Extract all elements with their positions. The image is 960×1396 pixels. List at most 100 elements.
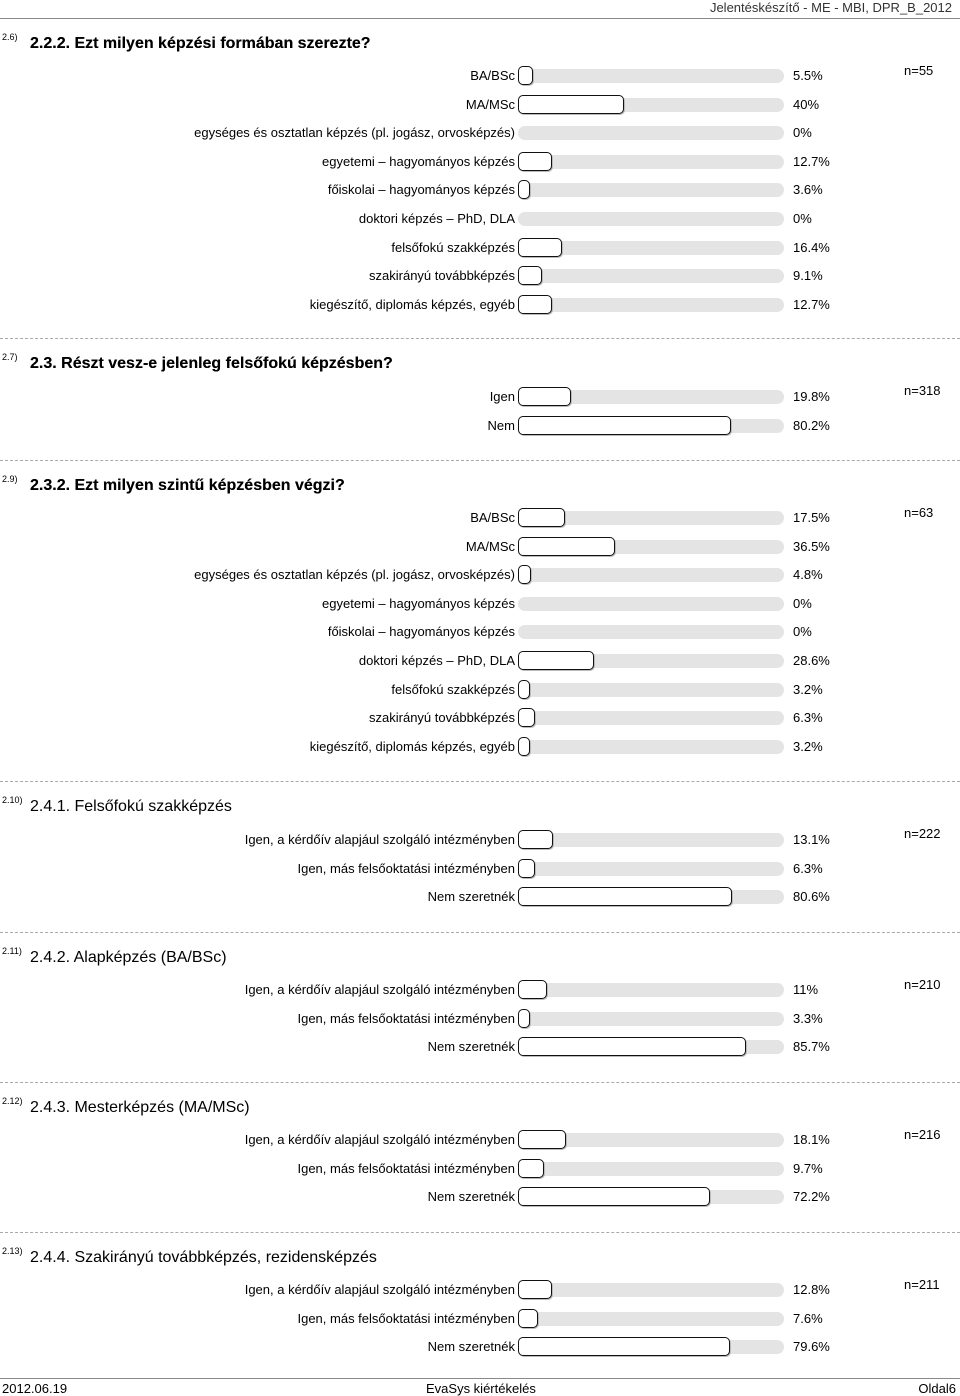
bar-track (518, 126, 784, 141)
category-label: egységes és osztatlan képzés (pl. jogász… (194, 567, 515, 583)
value-label: 72.2% (793, 1189, 830, 1205)
category-label: főiskolai – hagyományos képzés (327, 182, 515, 198)
value-label: 0% (793, 624, 812, 640)
bar-track (518, 568, 784, 583)
category-label: Nem szeretnék (427, 1039, 515, 1055)
category-label: kiegészítő, diplomás képzés, egyéb (309, 296, 515, 312)
section-separator (0, 460, 960, 461)
value-label: 12.7% (793, 153, 830, 169)
section-separator (0, 1082, 960, 1083)
bar-track (518, 861, 784, 876)
category-label: főiskolai – hagyományos képzés (327, 624, 515, 640)
value-label: 7.6% (793, 1310, 823, 1326)
section-separator (0, 781, 960, 782)
value-label: 3.2% (793, 681, 823, 697)
sample-size: n=211 (904, 1277, 940, 1292)
bar (518, 1008, 530, 1028)
value-label: 0% (793, 595, 812, 611)
category-label: egységes és osztatlan képzés (pl. jogász… (194, 125, 515, 141)
bar (518, 980, 548, 999)
bar (518, 1037, 746, 1057)
bar-track (518, 390, 784, 404)
category-label: Igen (489, 389, 515, 404)
category-label: szakirányú továbbképzés (369, 710, 515, 726)
bar (518, 180, 530, 200)
bar-track (518, 511, 784, 525)
value-label: 0% (793, 211, 812, 226)
category-label: MA/MSc (465, 96, 515, 112)
category-label: Igen, más felsőoktatási intézményben (297, 1160, 515, 1176)
question-number: 2.13) (2, 1246, 23, 1256)
sample-size: n=63 (904, 505, 934, 520)
value-label: 36.5% (793, 538, 830, 554)
question-title: 2.4.4. Szakirányú továbbképzés, rezidens… (30, 1249, 377, 1266)
bar (518, 415, 732, 435)
bar-track (518, 297, 784, 312)
category-label: szakirányú továbbképzés (369, 268, 515, 284)
value-label: 11% (793, 982, 819, 997)
bar (518, 1280, 553, 1299)
category-label: Igen, a kérdőív alapjául szolgáló intézm… (244, 1132, 515, 1147)
value-label: 19.8% (793, 389, 830, 404)
category-label: Nem szeretnék (427, 889, 515, 905)
category-label: egyetemi – hagyományos képzés (322, 595, 515, 611)
bar-track (518, 739, 784, 754)
bar-track (518, 711, 784, 726)
value-label: 3.3% (793, 1010, 823, 1026)
value-label: 28.6% (793, 653, 830, 668)
value-label: 3.2% (793, 738, 823, 754)
bar (518, 266, 543, 286)
question-title: 2.4.1. Felsőfokú szakképzés (30, 798, 232, 815)
category-label: Igen, más felsőoktatási intézményben (297, 860, 515, 876)
category-label: Nem szeretnék (427, 1339, 515, 1355)
bar (518, 66, 533, 85)
footer-center: EvaSys kiértékelés (426, 1381, 536, 1396)
category-label: Nem szeretnék (427, 1189, 515, 1205)
question-title: 2.3.2. Ezt milyen szintű képzésben végzi… (30, 477, 345, 494)
question-number: 2.6) (2, 32, 18, 42)
value-label: 18.1% (793, 1132, 830, 1147)
category-label: doktori képzés – PhD, DLA (358, 211, 515, 226)
value-label: 9.1% (793, 268, 823, 284)
question-number: 2.10) (2, 795, 23, 805)
category-label: doktori képzés – PhD, DLA (358, 653, 515, 668)
bar (518, 151, 552, 171)
question-title: 2.2.2. Ezt milyen képzési formában szere… (30, 35, 371, 52)
question-title: 2.4.2. Alapképzés (BA/BSc) (30, 949, 227, 966)
category-label: Igen, a kérdőív alapjául szolgáló intézm… (244, 832, 515, 847)
value-label: 85.7% (793, 1039, 830, 1055)
bar-track (518, 269, 784, 284)
bar-track (518, 596, 784, 611)
bar-track (518, 240, 784, 255)
value-label: 3.6% (793, 182, 823, 198)
bar (518, 294, 552, 314)
bar (518, 237, 562, 257)
category-label: egyetemi – hagyományos képzés (322, 153, 515, 169)
bar-track (518, 1283, 784, 1297)
report-header-title: Jelentéskészítő - ME - MBI, DPR_B_2012 (709, 0, 952, 15)
bar-track (518, 1011, 784, 1026)
bar-track (518, 154, 784, 169)
value-label: 40% (793, 96, 820, 112)
value-label: 80.6% (793, 889, 830, 905)
category-label: Igen, a kérdőív alapjául szolgáló intézm… (244, 1282, 515, 1297)
value-label: 9.7% (793, 1160, 823, 1176)
bar (518, 387, 571, 406)
question-title: 2.4.3. Mesterképzés (MA/MSc) (30, 1099, 250, 1116)
value-label: 12.8% (793, 1282, 830, 1297)
question-number: 2.9) (2, 474, 18, 484)
bar (518, 858, 535, 878)
category-label: Igen, más felsőoktatási intézményben (297, 1310, 515, 1326)
sample-size: n=222 (904, 826, 941, 841)
bar (518, 1130, 567, 1149)
value-label: 13.1% (793, 832, 830, 847)
value-label: 16.4% (793, 239, 830, 255)
footer-date: 2012.06.19 (2, 1381, 68, 1396)
value-label: 12.7% (793, 296, 830, 312)
bar-track (518, 983, 784, 997)
value-label: 17.5% (793, 510, 830, 525)
value-label: 80.2% (793, 417, 830, 433)
bar (518, 708, 535, 728)
bar-track (518, 1161, 784, 1176)
header-rule (0, 18, 960, 19)
